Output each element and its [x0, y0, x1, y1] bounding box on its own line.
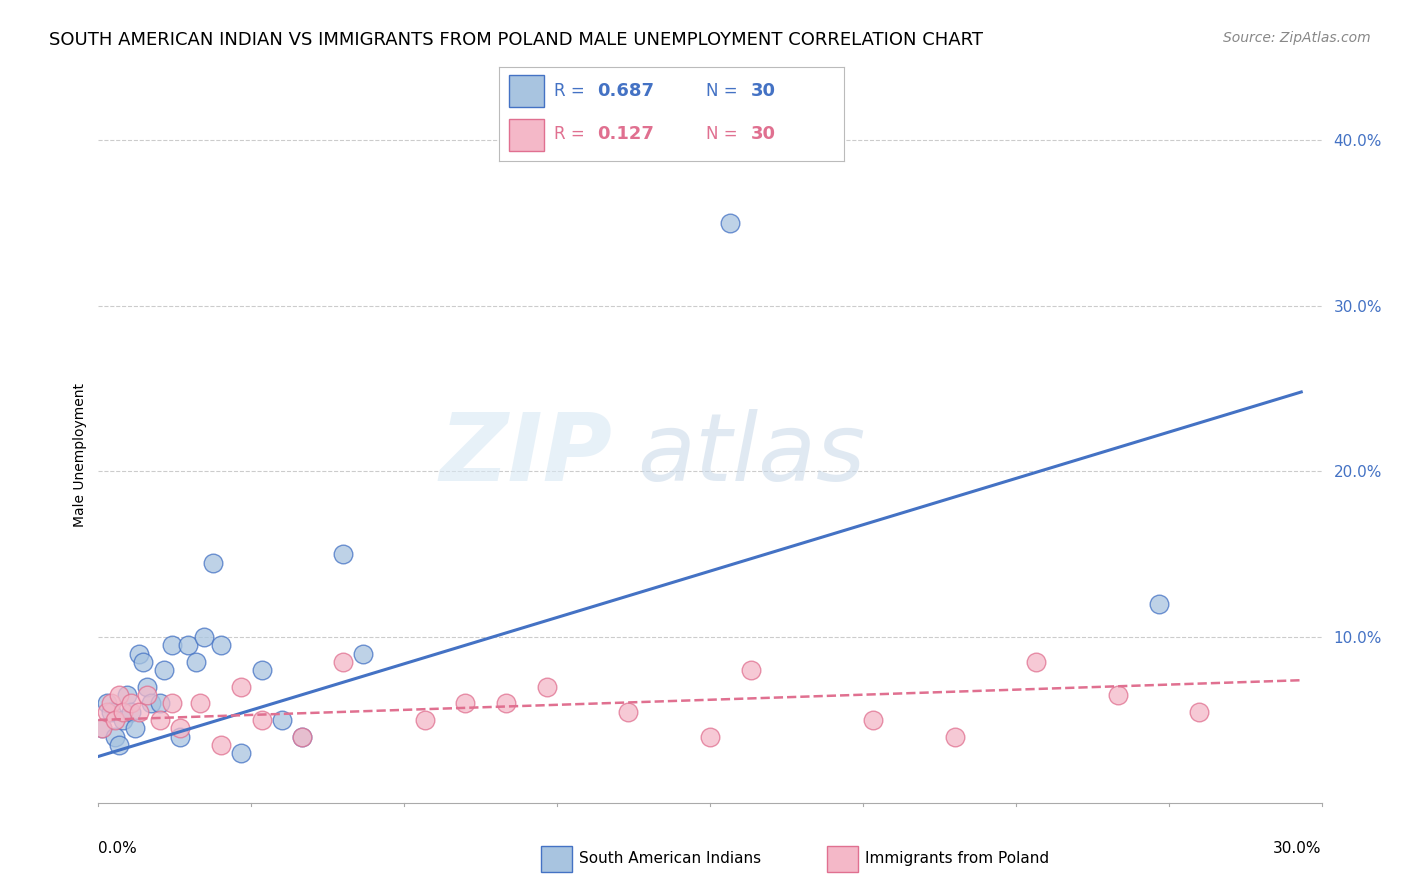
Point — [91, 721, 114, 735]
Point — [209, 639, 232, 653]
Point — [495, 697, 517, 711]
Point — [100, 705, 122, 719]
Text: Source: ZipAtlas.com: Source: ZipAtlas.com — [1223, 31, 1371, 45]
Text: 30.0%: 30.0% — [1274, 841, 1322, 856]
Point — [536, 680, 558, 694]
Point — [186, 655, 208, 669]
Text: 30: 30 — [751, 125, 776, 143]
Point — [169, 721, 191, 735]
Text: 0.0%: 0.0% — [98, 841, 138, 856]
Point — [250, 663, 273, 677]
Point — [291, 730, 314, 744]
Point — [120, 697, 142, 711]
Point — [91, 721, 114, 735]
Text: SOUTH AMERICAN INDIAN VS IMMIGRANTS FROM POLAND MALE UNEMPLOYMENT CORRELATION CH: SOUTH AMERICAN INDIAN VS IMMIGRANTS FROM… — [49, 31, 983, 49]
Point — [454, 697, 477, 711]
Point — [104, 730, 127, 744]
Point — [111, 705, 134, 719]
Point — [132, 655, 155, 669]
Point — [108, 688, 131, 702]
Text: atlas: atlas — [637, 409, 865, 500]
Point — [943, 730, 966, 744]
Point — [108, 738, 131, 752]
Point — [270, 713, 294, 727]
Point — [231, 680, 253, 694]
Point — [120, 705, 142, 719]
Point — [332, 547, 354, 561]
Point — [152, 663, 174, 677]
Point — [862, 713, 884, 727]
Point — [291, 730, 314, 744]
Point — [177, 639, 200, 653]
Point — [169, 730, 191, 744]
Point — [1188, 705, 1211, 719]
Point — [699, 730, 721, 744]
Point — [115, 688, 138, 702]
Point — [193, 630, 215, 644]
Point — [413, 713, 436, 727]
Point — [231, 746, 253, 760]
Text: 30: 30 — [751, 82, 776, 100]
Bar — [509, 120, 544, 152]
Text: South American Indians: South American Indians — [579, 852, 762, 866]
Text: N =: N = — [706, 82, 737, 100]
Point — [201, 556, 224, 570]
Y-axis label: Male Unemployment: Male Unemployment — [73, 383, 87, 527]
Point — [128, 647, 150, 661]
Point — [332, 655, 354, 669]
Point — [96, 697, 118, 711]
Point — [149, 713, 172, 727]
Text: R =: R = — [554, 125, 585, 143]
Point — [160, 639, 183, 653]
Point — [128, 705, 150, 719]
Point — [1147, 597, 1170, 611]
Point — [188, 697, 212, 711]
Text: 0.127: 0.127 — [598, 125, 654, 143]
Point — [104, 713, 127, 727]
Text: 0.687: 0.687 — [598, 82, 654, 100]
Point — [100, 697, 122, 711]
Point — [718, 216, 742, 230]
Point — [740, 663, 762, 677]
Point — [1107, 688, 1129, 702]
Point — [141, 697, 163, 711]
Point — [149, 697, 172, 711]
Text: ZIP: ZIP — [439, 409, 612, 501]
Point — [1025, 655, 1047, 669]
Point — [209, 738, 232, 752]
Point — [96, 705, 118, 719]
Text: N =: N = — [706, 125, 737, 143]
Point — [617, 705, 640, 719]
Bar — [509, 75, 544, 107]
Text: Immigrants from Poland: Immigrants from Poland — [865, 852, 1049, 866]
Point — [250, 713, 273, 727]
Point — [352, 647, 374, 661]
Point — [124, 721, 146, 735]
Point — [136, 688, 159, 702]
Point — [160, 697, 183, 711]
Point — [111, 713, 134, 727]
Point — [136, 680, 159, 694]
Text: R =: R = — [554, 82, 585, 100]
